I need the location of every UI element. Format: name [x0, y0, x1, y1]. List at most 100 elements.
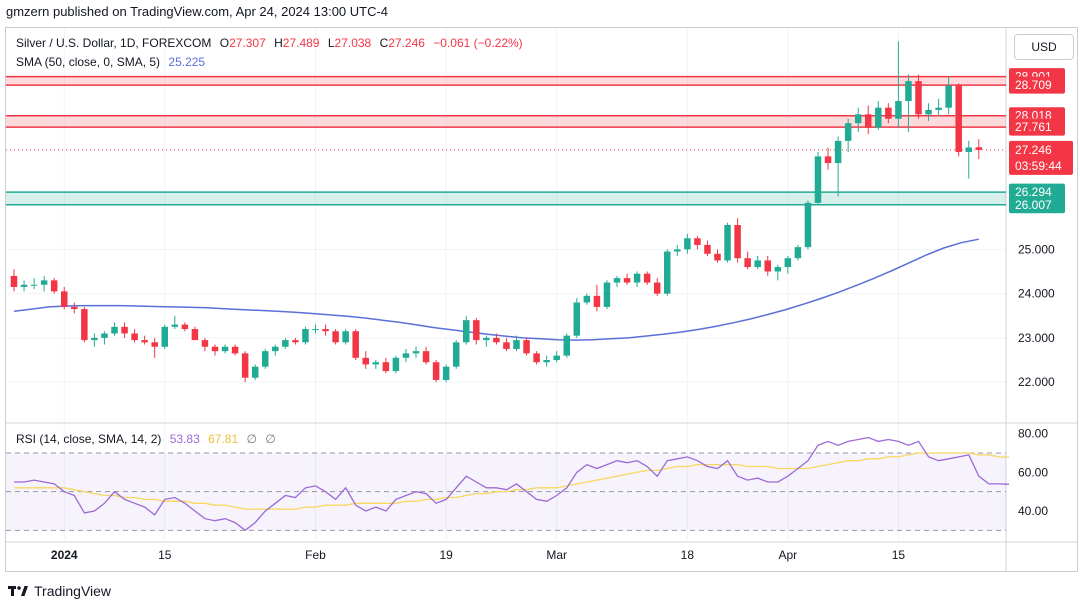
candle[interactable]: [251, 366, 259, 378]
candle[interactable]: [784, 258, 792, 268]
candle[interactable]: [10, 275, 18, 287]
candle[interactable]: [372, 362, 380, 365]
candle[interactable]: [422, 351, 430, 363]
candle[interactable]: [40, 280, 48, 285]
candle[interactable]: [292, 340, 299, 343]
candle[interactable]: [151, 342, 158, 347]
candle[interactable]: [412, 351, 420, 354]
support-zone[interactable]: [6, 192, 1006, 205]
chart-canvas[interactable]: 22.000 23.000 24.000 25.000 80.00 60.00 40.00 2…: [6, 28, 1077, 571]
candle[interactable]: [633, 273, 641, 283]
candle[interactable]: [865, 114, 872, 128]
candle[interactable]: [483, 337, 490, 341]
candle[interactable]: [764, 260, 772, 272]
candle[interactable]: [382, 362, 390, 372]
candle[interactable]: [533, 353, 540, 363]
candle[interactable]: [653, 282, 661, 294]
candle[interactable]: [674, 249, 681, 252]
symbol-label[interactable]: Silver / U.S. Dollar, 1D, FOREXCOM: [16, 36, 212, 50]
candle[interactable]: [81, 309, 88, 341]
candle[interactable]: [754, 260, 761, 268]
candle[interactable]: [945, 85, 952, 108]
candle[interactable]: [714, 253, 721, 261]
candle[interactable]: [332, 331, 339, 343]
candle[interactable]: [282, 340, 289, 347]
candle[interactable]: [694, 238, 701, 245]
candle[interactable]: [131, 333, 138, 341]
candle[interactable]: [111, 326, 118, 334]
currency-button[interactable]: USD: [1014, 34, 1074, 60]
candle[interactable]: [593, 295, 601, 307]
candle[interactable]: [824, 156, 832, 164]
candle[interactable]: [583, 295, 591, 303]
resistance-zone[interactable]: [6, 115, 1006, 128]
candle[interactable]: [272, 346, 279, 352]
candle[interactable]: [834, 140, 842, 164]
candle[interactable]: [463, 320, 470, 343]
candle[interactable]: [221, 346, 229, 352]
candle[interactable]: [915, 81, 922, 115]
candle[interactable]: [50, 280, 58, 292]
candle[interactable]: [744, 258, 751, 268]
candle[interactable]: [844, 123, 852, 141]
candle[interactable]: [161, 326, 169, 347]
candle[interactable]: [975, 147, 983, 150]
candle[interactable]: [955, 85, 962, 152]
candle[interactable]: [211, 346, 219, 352]
candle[interactable]: [895, 101, 902, 119]
candle[interactable]: [684, 238, 691, 250]
candle[interactable]: [473, 320, 480, 341]
candle[interactable]: [71, 306, 78, 310]
candle[interactable]: [20, 284, 28, 287]
candle[interactable]: [30, 284, 38, 286]
candle[interactable]: [342, 331, 349, 343]
resistance-zone[interactable]: [6, 76, 1006, 86]
candle[interactable]: [61, 291, 68, 307]
candle[interactable]: [925, 109, 932, 115]
candle[interactable]: [322, 329, 329, 332]
candle[interactable]: [362, 357, 370, 365]
candle[interactable]: [432, 362, 440, 380]
candle[interactable]: [191, 329, 199, 341]
candle[interactable]: [563, 335, 571, 356]
candle[interactable]: [262, 351, 269, 367]
tradingview-logo-icon[interactable]: [8, 585, 28, 597]
candle[interactable]: [553, 355, 560, 361]
candle[interactable]: [392, 357, 400, 372]
candle[interactable]: [543, 360, 550, 363]
candle[interactable]: [774, 267, 782, 272]
candle[interactable]: [442, 366, 450, 380]
candle[interactable]: [734, 225, 741, 259]
candle[interactable]: [523, 340, 530, 354]
candle[interactable]: [312, 329, 319, 331]
candle[interactable]: [603, 282, 611, 307]
candle[interactable]: [643, 273, 651, 283]
candle[interactable]: [724, 225, 731, 261]
candle[interactable]: [573, 302, 581, 336]
candle[interactable]: [814, 156, 822, 203]
candle[interactable]: [493, 337, 500, 343]
candle[interactable]: [141, 340, 148, 343]
candle[interactable]: [452, 342, 460, 367]
candle[interactable]: [854, 114, 862, 124]
rsi-line[interactable]: [14, 436, 1010, 532]
candle[interactable]: [664, 251, 671, 294]
candle[interactable]: [513, 340, 520, 349]
candle[interactable]: [352, 331, 359, 358]
candle[interactable]: [101, 333, 108, 338]
candle[interactable]: [241, 353, 249, 378]
candle[interactable]: [623, 278, 631, 283]
candle[interactable]: [905, 81, 912, 102]
sma-line[interactable]: [13, 238, 979, 341]
candle[interactable]: [935, 107, 942, 110]
candle[interactable]: [302, 329, 309, 343]
rsi-ma-line[interactable]: [14, 452, 1010, 510]
candle[interactable]: [181, 324, 189, 330]
candle[interactable]: [231, 346, 239, 354]
candle[interactable]: [804, 202, 812, 248]
sma-label[interactable]: SMA (50, close, 0, SMA, 5): [16, 55, 161, 69]
candle[interactable]: [91, 337, 98, 341]
candle[interactable]: [704, 244, 711, 254]
candle[interactable]: [402, 353, 410, 358]
candle[interactable]: [885, 107, 892, 119]
